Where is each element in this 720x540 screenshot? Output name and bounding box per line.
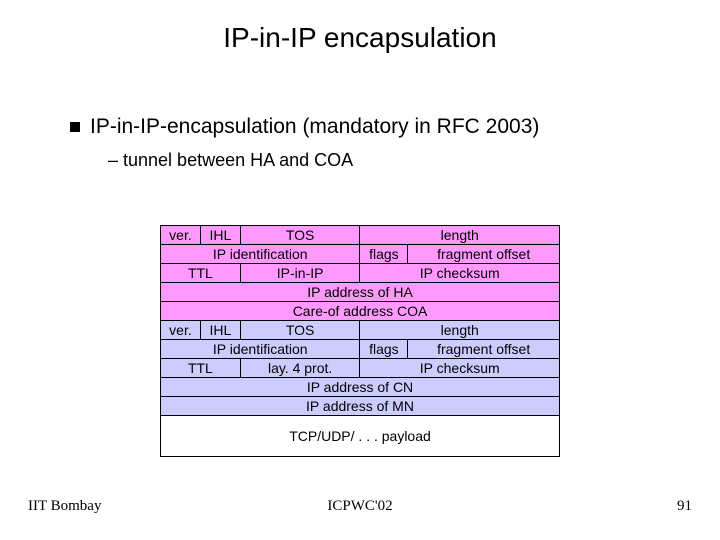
packet-diagram: ver. IHL TOS length IP identification fl… [160, 225, 560, 457]
outer-cksum: IP checksum [360, 264, 560, 283]
outer-row-2: IP identification flags fragment offset [161, 245, 560, 264]
inner-src: IP address of CN [161, 378, 560, 397]
inner-proto: lay. 4 prot. [240, 359, 360, 378]
inner-frag: fragment offset [408, 340, 560, 359]
bullet-level-1: IP-in-IP-encapsulation (mandatory in RFC… [70, 115, 539, 139]
inner-ipid: IP identification [161, 340, 360, 359]
outer-length: length [360, 226, 560, 245]
square-bullet-icon [70, 122, 80, 132]
inner-ttl: TTL [161, 359, 241, 378]
inner-ihl: IHL [200, 321, 240, 340]
outer-row-dst: Care-of address COA [161, 302, 560, 321]
outer-ver: ver. [161, 226, 201, 245]
outer-flags: flags [360, 245, 408, 264]
bullet2-dash: – [108, 150, 123, 170]
inner-length: length [360, 321, 560, 340]
outer-dst: Care-of address COA [161, 302, 560, 321]
inner-row-2: IP identification flags fragment offset [161, 340, 560, 359]
inner-flags: flags [360, 340, 408, 359]
inner-row-src: IP address of CN [161, 378, 560, 397]
slide: IP-in-IP encapsulation IP-in-IP-encapsul… [0, 0, 720, 540]
payload-row: TCP/UDP/ . . . payload [161, 416, 560, 457]
outer-src: IP address of HA [161, 283, 560, 302]
inner-ver: ver. [161, 321, 201, 340]
bullet-level-2: – tunnel between HA and COA [108, 150, 353, 171]
outer-tos: TOS [240, 226, 360, 245]
outer-ipid: IP identification [161, 245, 360, 264]
inner-tos: TOS [240, 321, 360, 340]
outer-row-3: TTL IP-in-IP IP checksum [161, 264, 560, 283]
inner-cksum: IP checksum [360, 359, 560, 378]
outer-frag: fragment offset [408, 245, 560, 264]
inner-row-dst: IP address of MN [161, 397, 560, 416]
footer-center: ICPWC'02 [0, 498, 720, 515]
footer-page-number: 91 [677, 498, 692, 515]
inner-dst: IP address of MN [161, 397, 560, 416]
bullet1-text: IP-in-IP-encapsulation (mandatory in RFC… [90, 115, 539, 138]
bullet2-text: tunnel between HA and COA [123, 150, 353, 170]
outer-row-1: ver. IHL TOS length [161, 226, 560, 245]
inner-row-1: ver. IHL TOS length [161, 321, 560, 340]
payload-cell: TCP/UDP/ . . . payload [161, 416, 560, 457]
outer-ihl: IHL [200, 226, 240, 245]
outer-ttl: TTL [161, 264, 241, 283]
slide-title: IP-in-IP encapsulation [0, 0, 720, 54]
inner-row-3: TTL lay. 4 prot. IP checksum [161, 359, 560, 378]
outer-row-src: IP address of HA [161, 283, 560, 302]
outer-proto: IP-in-IP [240, 264, 360, 283]
